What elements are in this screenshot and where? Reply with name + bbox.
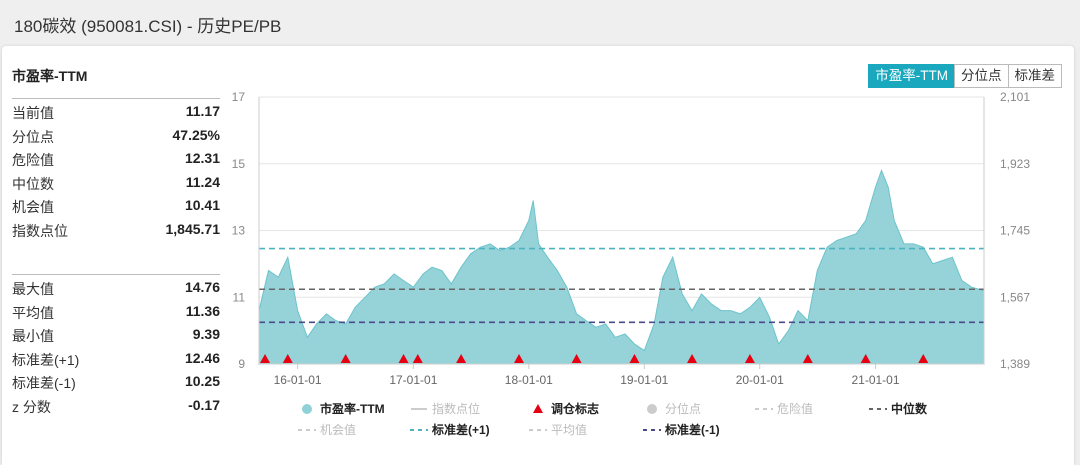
rebalance-marker — [860, 354, 871, 363]
rebalance-marker — [398, 354, 409, 363]
legend-label: 中位数 — [891, 401, 928, 416]
stats-table: 当前值 11.17 分位点 47.25% 危险值 12.31 中位数 11.24 机会值… — [12, 98, 220, 240]
stats-table-2: 最大值 14.76 平均值 11.36 最小值 9.39 标准差(+1) 12.46 标… — [12, 274, 220, 416]
legend-label: 分位点 — [665, 401, 701, 416]
y-tick-label: 17 — [232, 90, 246, 104]
stat-label: 分位点 — [12, 128, 54, 145]
stat-label: 中位数 — [12, 175, 54, 192]
rebalance-marker — [744, 354, 755, 363]
stat-row-mean: 平均值 11.36 — [12, 299, 220, 323]
pe-chart: 17 2,101 15 1,923 13 1,745 11 1,567 9 1,389 16-01-… — [232, 90, 1031, 437]
stat-value: 10.25 — [184, 373, 220, 389]
stat-value: 12.31 — [184, 150, 220, 166]
stat-row-current: 当前值 11.17 — [12, 99, 220, 123]
stat-value: 9.39 — [192, 326, 220, 342]
stat-label: 最小值 — [12, 328, 54, 344]
stat-row-index-point: 指数点位 1,845.71 — [12, 217, 220, 241]
legend-label: 机会值 — [320, 422, 356, 437]
stat-row-opportunity: 机会值 10.41 — [12, 193, 220, 217]
stat-value: 47.25% — [172, 126, 220, 143]
legend-label: 危险值 — [777, 401, 813, 416]
rebalance-marker — [282, 354, 293, 363]
legend-label: 标准差(-1) — [664, 422, 720, 437]
rebalance-marker — [918, 354, 929, 363]
rebalance-marker — [571, 354, 582, 363]
page-title: 180碳效 (950081.CSI) - 历史PE/PB — [14, 17, 282, 36]
stat-row-std-minus: 标准差(-1) 10.25 — [12, 369, 220, 393]
rebalance-marker — [340, 354, 351, 363]
legend-triangle-icon — [533, 404, 543, 413]
pe-area-series — [258, 168, 985, 365]
tab-std-dev[interactable]: 标准差 — [1007, 64, 1062, 88]
y2-tick-label: 1,923 — [1000, 157, 1030, 171]
y-tick-label: 11 — [233, 290, 246, 304]
legend-dot-icon — [647, 404, 657, 414]
legend-label: 市盈率-TTM — [320, 401, 385, 416]
stat-label: 标准差(-1) — [12, 375, 76, 391]
legend-label: 标准差(+1) — [431, 422, 490, 437]
stat-label: 指数点位 — [12, 222, 68, 239]
tab-percentile[interactable]: 分位点 — [954, 64, 1009, 88]
stat-label: 平均值 — [12, 304, 54, 321]
legend-label: 调仓标志 — [551, 401, 599, 416]
tab-pe-ttm[interactable]: 市盈率-TTM — [868, 64, 955, 88]
legend-label: 指数点位 — [432, 401, 480, 416]
stat-value: 11.17 — [185, 103, 220, 119]
stat-row-std-plus: 标准差(+1) 12.46 — [12, 346, 220, 370]
stat-value: 14.76 — [184, 279, 220, 295]
x-tick-label: 18-01-01 — [505, 373, 553, 387]
stat-row-min: 最小值 9.39 — [12, 322, 220, 346]
main-card: 市盈率-TTM 当前值 11.17 分位点 47.25% 危险值 12.31 中位数 1… — [2, 46, 1074, 465]
y-tick-label: 9 — [238, 357, 245, 371]
stat-label: 机会值 — [12, 199, 54, 215]
metric-tabs: 市盈率-TTM 分位点 标准差 — [868, 64, 1062, 88]
stat-label: 标准差(+1) — [12, 351, 80, 368]
stat-label: z 分数 — [12, 398, 51, 415]
stat-label: 最大值 — [12, 281, 54, 297]
rebalance-marker — [687, 354, 698, 363]
title-bar: 180碳效 (950081.CSI) - 历史PE/PB — [0, 0, 1080, 46]
rebalance-marker — [802, 354, 813, 363]
x-tick-label: 19-01-01 — [620, 373, 668, 387]
panel-title: 市盈率-TTM — [12, 68, 88, 84]
stat-value: 12.46 — [184, 349, 220, 366]
rebalance-marker — [629, 354, 640, 363]
x-tick-label: 20-01-01 — [736, 373, 784, 387]
rebalance-marker — [456, 354, 467, 363]
stat-label: 当前值 — [12, 105, 54, 121]
rebalance-marker — [260, 354, 271, 363]
x-tick-label: 17-01-01 — [389, 373, 437, 387]
stat-row-percentile: 分位点 47.25% — [12, 123, 220, 147]
y-tick-label: 13 — [232, 224, 246, 238]
y-tick-label: 15 — [232, 157, 246, 171]
stat-value: 1,845.71 — [165, 220, 221, 237]
legend-dot-icon — [302, 404, 312, 414]
stat-value: 11.36 — [185, 302, 220, 319]
stat-value: 11.24 — [185, 173, 220, 190]
rebalance-marker — [514, 354, 525, 363]
stat-label: 危险值 — [12, 152, 54, 168]
rebalance-marker — [412, 354, 423, 363]
stat-row-zscore: z 分数 -0.17 — [12, 393, 220, 417]
y2-tick-label: 1,745 — [1000, 224, 1030, 238]
x-tick-label: 21-01-01 — [851, 373, 899, 387]
stat-value: 10.41 — [184, 197, 220, 213]
stat-row-median: 中位数 11.24 — [12, 170, 220, 194]
stat-value: -0.17 — [188, 396, 220, 413]
x-tick-label: 16-01-01 — [274, 373, 322, 387]
stat-row-danger: 危险值 12.31 — [12, 146, 220, 170]
y2-tick-label: 1,567 — [1000, 290, 1030, 304]
stat-row-max: 最大值 14.76 — [12, 275, 220, 299]
y2-tick-label: 1,389 — [1000, 357, 1030, 371]
y2-tick-label: 2,101 — [1000, 90, 1030, 104]
legend-label: 平均值 — [551, 422, 587, 437]
